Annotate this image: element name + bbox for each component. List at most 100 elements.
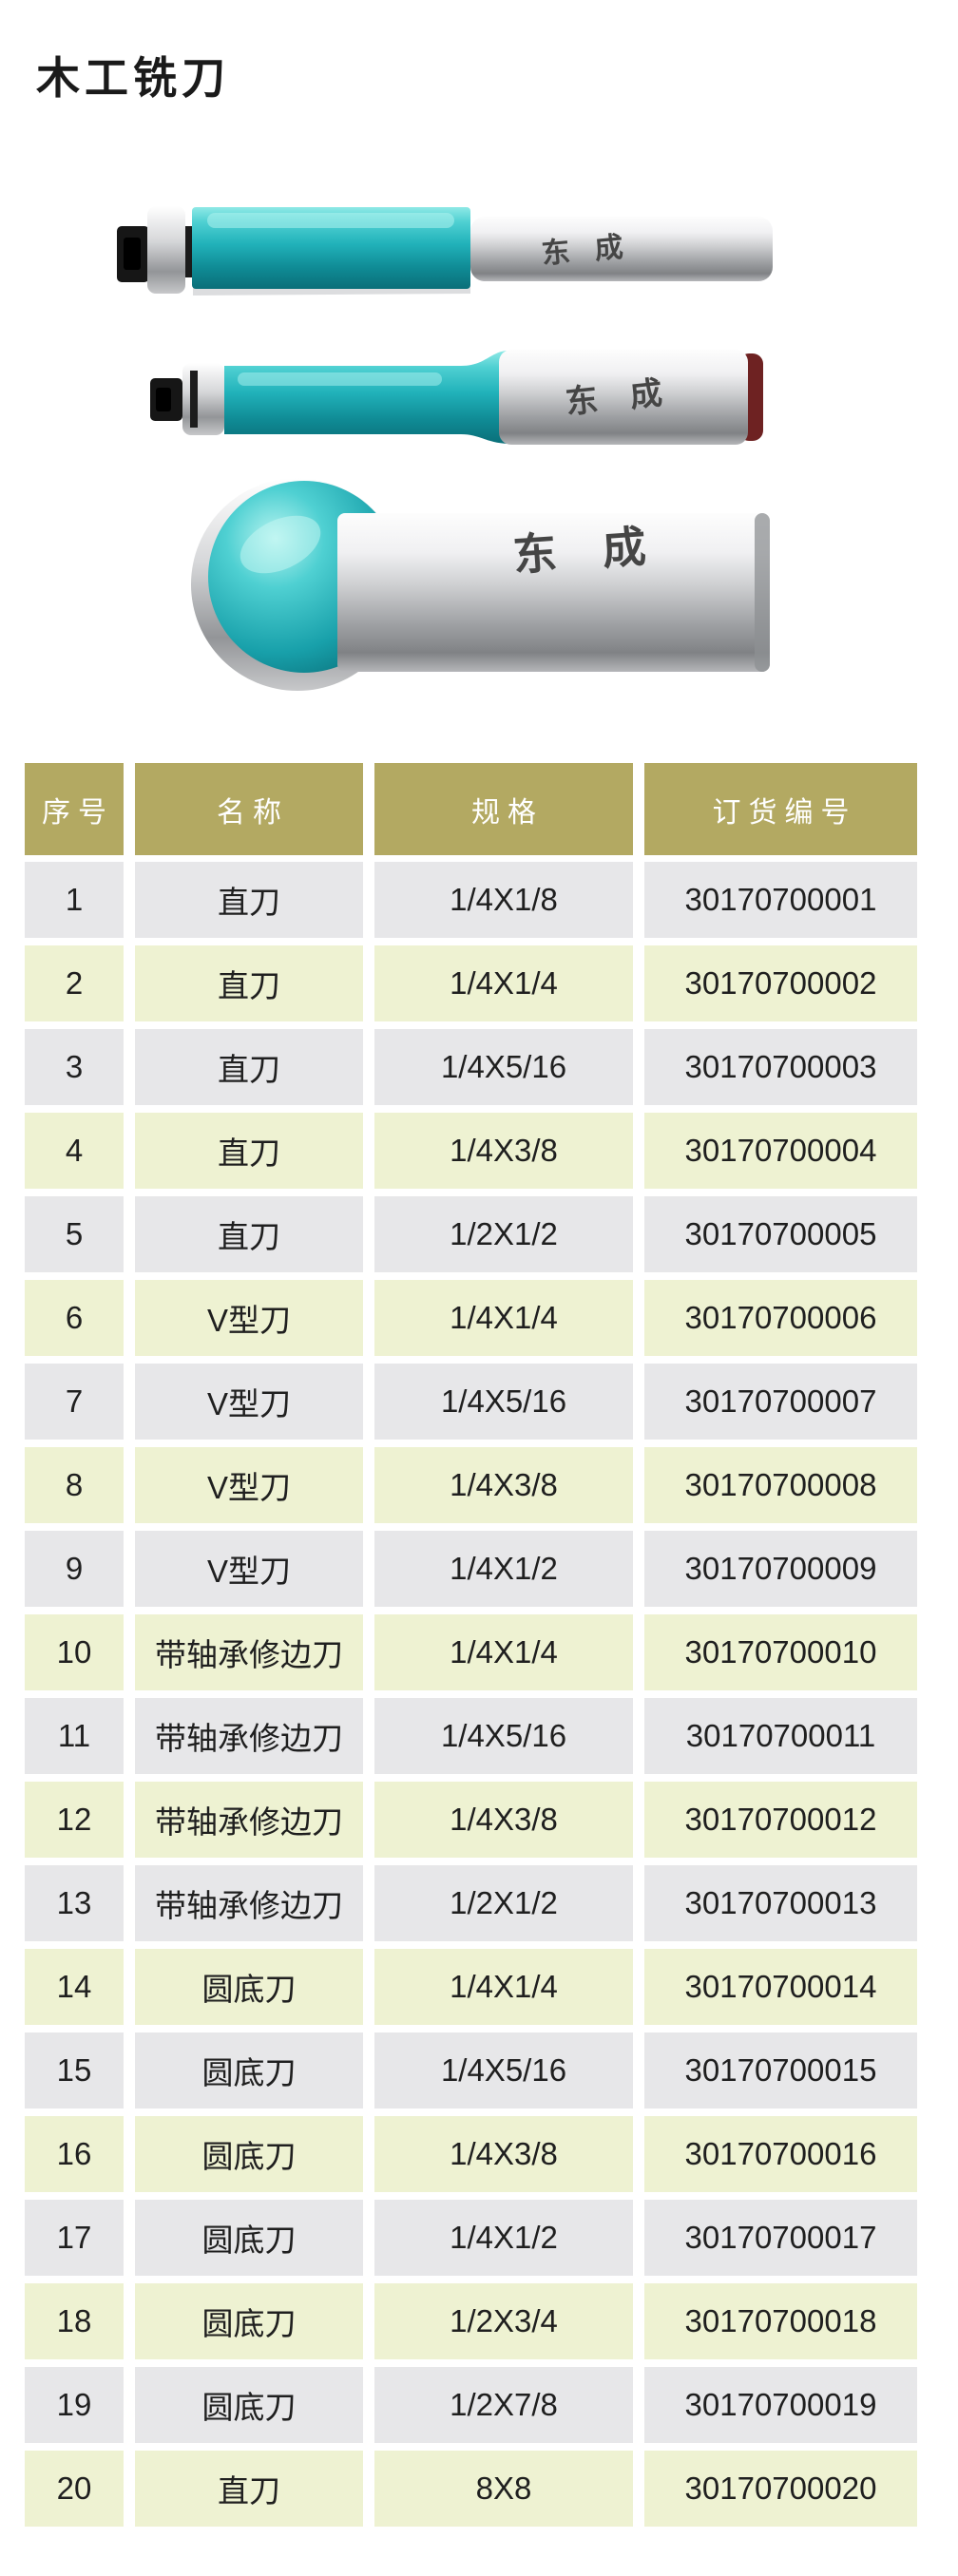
header-cell-index: 序号 [25,763,124,855]
cell-spec: 1/4X1/2 [374,2200,633,2276]
table-row: 12 带轴承修边刀 1/4X3/8 30170700012 [25,1782,917,1858]
cell-name: 带轴承修边刀 [135,1865,363,1941]
catalog-table: 序号 名称 规格 订货编号 1 直刀 1/4X1/8 30170700001 2… [25,763,917,2534]
cell-name: V型刀 [135,1447,363,1523]
cell-spec: 1/4X1/2 [374,1531,633,1607]
cell-order-number: 30170700013 [644,1865,917,1941]
table-row: 14 圆底刀 1/4X1/4 30170700014 [25,1949,917,2025]
table-row: 13 带轴承修边刀 1/2X1/2 30170700013 [25,1865,917,1941]
cell-index: 20 [25,2451,124,2527]
cell-spec: 1/2X3/4 [374,2283,633,2359]
table-row: 8 V型刀 1/4X3/8 30170700008 [25,1447,917,1523]
cell-index: 5 [25,1196,124,1272]
cell-order-number: 30170700010 [644,1614,917,1690]
header-cell-name: 名称 [135,763,363,855]
cutter-body [224,351,508,444]
cell-spec: 1/4X5/16 [374,1698,633,1774]
product-image-flush-trim-bit-large: 东成 [150,350,763,445]
cell-order-number: 30170700007 [644,1364,917,1440]
table-row: 3 直刀 1/4X5/16 30170700003 [25,1029,917,1105]
cell-index: 16 [25,2116,124,2192]
bearing-washer [147,206,185,294]
cell-index: 3 [25,1029,124,1105]
cell-name: 直刀 [135,1113,363,1189]
cell-index: 10 [25,1614,124,1690]
cell-spec: 1/4X3/8 [374,1782,633,1858]
cell-index: 11 [25,1698,124,1774]
cell-spec: 1/4X3/8 [374,2116,633,2192]
cell-order-number: 30170700014 [644,1949,917,2025]
table-row: 1 直刀 1/4X1/8 30170700001 [25,862,917,938]
cell-order-number: 30170700012 [644,1782,917,1858]
cell-name: 直刀 [135,1196,363,1272]
cell-order-number: 30170700004 [644,1113,917,1189]
table-row: 7 V型刀 1/4X5/16 30170700007 [25,1364,917,1440]
table-row: 4 直刀 1/4X3/8 30170700004 [25,1113,917,1189]
cell-name: 带轴承修边刀 [135,1782,363,1858]
cell-order-number: 30170700019 [644,2367,917,2443]
table-row: 16 圆底刀 1/4X3/8 30170700016 [25,2116,917,2192]
cell-name: V型刀 [135,1364,363,1440]
table-row: 15 圆底刀 1/4X5/16 30170700015 [25,2032,917,2109]
cell-index: 13 [25,1865,124,1941]
cell-name: 圆底刀 [135,1949,363,2025]
cell-index: 4 [25,1113,124,1189]
table-header-row: 序号 名称 规格 订货编号 [25,763,917,855]
product-image-round-bottom-bit: 东成 [191,478,770,691]
cell-index: 19 [25,2367,124,2443]
table-row: 20 直刀 8X8 30170700020 [25,2451,917,2527]
cell-name: 直刀 [135,2451,363,2527]
cell-index: 6 [25,1280,124,1356]
cell-index: 18 [25,2283,124,2359]
bearing-ring [190,371,198,428]
table-row: 9 V型刀 1/4X1/2 30170700009 [25,1531,917,1607]
cell-order-number: 30170700006 [644,1280,917,1356]
cell-index: 15 [25,2032,124,2109]
cell-spec: 1/4X1/4 [374,1949,633,2025]
cell-spec: 1/2X1/2 [374,1865,633,1941]
cell-order-number: 30170700002 [644,945,917,1021]
page-title: 木工铣刀 [36,53,230,103]
cell-name: 圆底刀 [135,2116,363,2192]
cell-order-number: 30170700008 [644,1447,917,1523]
cell-spec: 1/4X1/4 [374,1280,633,1356]
cell-index: 1 [25,862,124,938]
cell-spec: 1/2X1/2 [374,1196,633,1272]
cell-order-number: 30170700003 [644,1029,917,1105]
table-row: 18 圆底刀 1/2X3/4 30170700018 [25,2283,917,2359]
cell-spec: 1/4X5/16 [374,1364,633,1440]
cell-name: V型刀 [135,1531,363,1607]
cell-order-number: 30170700015 [644,2032,917,2109]
bearing-ring [185,226,194,277]
shank [337,513,770,672]
cell-order-number: 30170700009 [644,1531,917,1607]
cell-index: 14 [25,1949,124,2025]
cell-name: 圆底刀 [135,2367,363,2443]
cell-index: 2 [25,945,124,1021]
cell-index: 7 [25,1364,124,1440]
cell-name: 直刀 [135,945,363,1021]
shank [499,350,748,445]
cell-spec: 8X8 [374,2451,633,2527]
table-row: 10 带轴承修边刀 1/4X1/4 30170700010 [25,1614,917,1690]
cell-index: 8 [25,1447,124,1523]
cell-spec: 1/4X5/16 [374,1029,633,1105]
cell-name: V型刀 [135,1280,363,1356]
bearing-washer [182,363,224,435]
cell-spec: 1/2X7/8 [374,2367,633,2443]
table-row: 11 带轴承修边刀 1/4X5/16 30170700011 [25,1698,917,1774]
cell-spec: 1/4X3/8 [374,1113,633,1189]
cell-name: 直刀 [135,862,363,938]
table-row: 6 V型刀 1/4X1/4 30170700006 [25,1280,917,1356]
table-row: 17 圆底刀 1/4X1/2 30170700017 [25,2200,917,2276]
shank [470,217,773,281]
table-row: 5 直刀 1/2X1/2 30170700005 [25,1196,917,1272]
cell-spec: 1/4X1/8 [374,862,633,938]
table-row: 19 圆底刀 1/2X7/8 30170700019 [25,2367,917,2443]
cell-order-number: 30170700005 [644,1196,917,1272]
cell-order-number: 30170700001 [644,862,917,938]
cell-index: 9 [25,1531,124,1607]
cell-order-number: 30170700018 [644,2283,917,2359]
cell-name: 圆底刀 [135,2200,363,2276]
cell-index: 17 [25,2200,124,2276]
